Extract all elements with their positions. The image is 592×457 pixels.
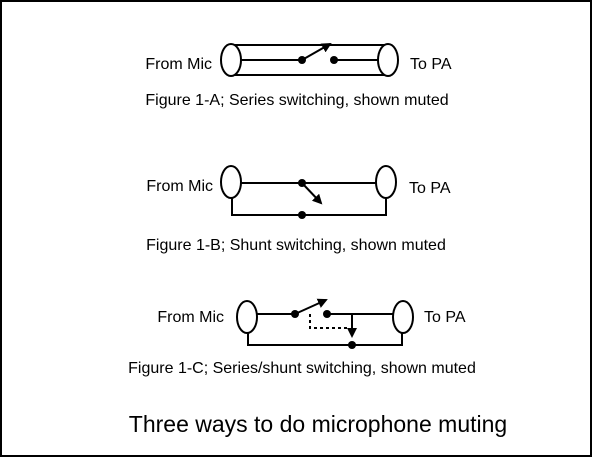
to-pa-label: To PA (424, 309, 466, 326)
switch-pivot-dot (291, 310, 299, 318)
ground-wire (247, 330, 403, 346)
figure-1c-caption: Figure 1-C; Series/shunt switching, show… (128, 360, 476, 377)
ground-wire (231, 196, 387, 216)
switch-pivot-dot (298, 56, 306, 64)
ground-contact-dot (298, 211, 306, 219)
from-mic-label: From Mic (145, 56, 212, 73)
series-switch-arm (301, 43, 332, 61)
from-mic-label: From Mic (146, 178, 213, 195)
input-connector-icon (220, 43, 242, 77)
figure-1c: From Mic To PA Figure 1-C; Series/shunt … (128, 298, 476, 377)
series-switch-arm (294, 298, 328, 315)
switch-contact-dot (330, 56, 338, 64)
from-mic-label: From Mic (157, 309, 224, 326)
figure-1a-caption: Figure 1-A; Series switching, shown mute… (145, 92, 448, 109)
figure-1b-caption: Figure 1-B; Shunt switching, shown muted (146, 237, 446, 254)
input-connector-icon (236, 300, 258, 334)
shunt-switch-arm (301, 182, 323, 205)
mechanical-link (309, 314, 348, 329)
page-title: Three ways to do microphone muting (129, 411, 507, 437)
switch-pivot-dot (298, 179, 306, 187)
output-connector-icon (375, 165, 397, 199)
to-pa-label: To PA (410, 56, 452, 73)
output-connector-icon (377, 43, 399, 77)
input-connector-icon (220, 165, 242, 199)
switch-contact-dot (323, 310, 331, 318)
figure-1a: From Mic To PA Figure 1-A; Series switch… (145, 43, 452, 109)
output-connector-icon (392, 300, 414, 334)
ground-contact-dot (348, 341, 356, 349)
to-pa-label: To PA (409, 180, 451, 197)
figure-1b: From Mic To PA Figure 1-B; Shunt switchi… (146, 165, 451, 254)
